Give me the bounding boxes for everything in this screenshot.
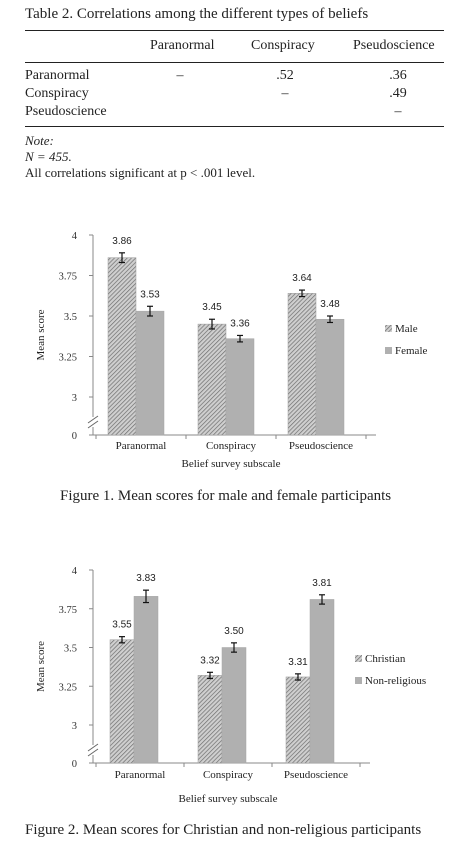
x-tick-label-pseudoscience: Pseudoscience (284, 769, 348, 781)
figure-2-chart: 4 3.75 3.5 3.25 3 0 3.55 3.83 Paranormal 3.32 3.50… (35, 566, 426, 805)
bar-christian-paranormal (109, 639, 135, 764)
table-bottom-rule (25, 126, 444, 127)
table-top-rule (25, 30, 444, 31)
row-label-conspiracy: Conspiracy (25, 86, 89, 101)
legend-swatch-female (385, 347, 392, 354)
data-label: 3.45 (202, 302, 222, 313)
y-tick-label: 3.25 (59, 353, 77, 364)
bar-male-paranormal (107, 257, 137, 436)
data-label: 3.86 (112, 236, 132, 247)
data-label: 3.36 (230, 318, 250, 329)
bar-christian-conspiracy (197, 675, 223, 764)
col-header-pseudoscience: Pseudoscience (353, 38, 435, 53)
y-axis-title: Mean score (35, 309, 47, 360)
y-tick-label: 4 (72, 231, 78, 242)
y-axis-title: Mean score (35, 641, 47, 692)
row-label-paranormal: Paranormal (25, 68, 90, 83)
figure-1-chart: 4 3.75 3.5 3.25 3 0 3.86 3.53 Paranormal 3.45 3.36… (35, 231, 427, 470)
x-tick-label-conspiracy: Conspiracy (203, 769, 254, 781)
cell: .52 (276, 68, 294, 83)
bar-female-conspiracy (225, 338, 255, 436)
bar-male-pseudoscience (287, 293, 317, 436)
data-label: 3.83 (136, 573, 156, 584)
x-tick-label-paranormal: Paranormal (116, 440, 167, 452)
col-header-paranormal: Paranormal (150, 38, 215, 53)
x-tick-label-paranormal: Paranormal (115, 769, 166, 781)
data-label: 3.48 (320, 299, 340, 310)
bar-female-pseudoscience (315, 318, 345, 436)
y-tick-label: 3.5 (64, 312, 77, 323)
legend-swatch-male (385, 325, 392, 332)
legend-label-female: Female (395, 345, 427, 357)
figure-2-caption: Figure 2. Mean scores for Christian and … (25, 822, 422, 838)
x-tick-label-pseudoscience: Pseudoscience (289, 440, 353, 452)
col-header-conspiracy: Conspiracy (251, 38, 315, 53)
bar-male-conspiracy (197, 323, 227, 436)
cell: .36 (389, 68, 407, 83)
legend-swatch-christian (355, 655, 362, 662)
axis-break-mark (87, 743, 99, 752)
legend-swatch-non-religious (355, 677, 362, 684)
y-tick-label: 3 (72, 393, 77, 404)
legend-label-christian: Christian (365, 653, 406, 665)
figure-1-caption: Figure 1. Mean scores for male and femal… (60, 488, 392, 504)
cell: – (281, 86, 289, 101)
legend-label-male: Male (395, 323, 418, 335)
row-label-pseudoscience: Pseudoscience (25, 104, 107, 119)
axis-break-mark (87, 415, 99, 424)
cell: – (394, 104, 402, 119)
data-label: 3.31 (288, 657, 308, 668)
table-header-rule (25, 62, 444, 63)
y-tick-label: 3.25 (59, 682, 77, 693)
data-label: 3.53 (140, 289, 160, 300)
bar-female-paranormal (135, 310, 165, 436)
table-note-label: Note: (25, 133, 54, 148)
bar-non-religious-pseudoscience (309, 599, 335, 764)
data-label: 3.64 (292, 273, 312, 284)
table-note-text: All correlations significant at p < .001… (25, 165, 256, 180)
data-label: 3.81 (312, 578, 332, 589)
y-tick-label: 3 (72, 721, 77, 732)
y-tick-label: 4 (72, 566, 78, 577)
table-note-n: N = 455. (25, 149, 72, 164)
cell: .49 (389, 86, 407, 101)
bar-christian-pseudoscience (285, 676, 311, 764)
y-tick-label: 3.75 (59, 272, 77, 283)
data-label: 3.55 (112, 620, 132, 631)
y-tick-label: 3.5 (64, 644, 77, 655)
bar-non-religious-conspiracy (221, 647, 247, 764)
y-tick-label: 0 (72, 759, 77, 770)
x-axis-title: Belief survey subscale (182, 458, 281, 470)
data-label: 3.32 (200, 655, 220, 666)
legend-label-non-religious: Non-religious (365, 675, 426, 687)
y-tick-label: 0 (72, 431, 77, 442)
data-label: 3.50 (224, 626, 244, 637)
y-tick-label: 3.75 (59, 605, 77, 616)
axis-break-mark (87, 420, 99, 429)
cell: – (176, 68, 184, 83)
axis-break-mark (87, 748, 99, 757)
bar-non-religious-paranormal (133, 596, 159, 764)
table-caption: Table 2. Correlations among the differen… (25, 6, 369, 22)
x-tick-label-conspiracy: Conspiracy (206, 440, 257, 452)
x-axis-title: Belief survey subscale (179, 793, 278, 805)
